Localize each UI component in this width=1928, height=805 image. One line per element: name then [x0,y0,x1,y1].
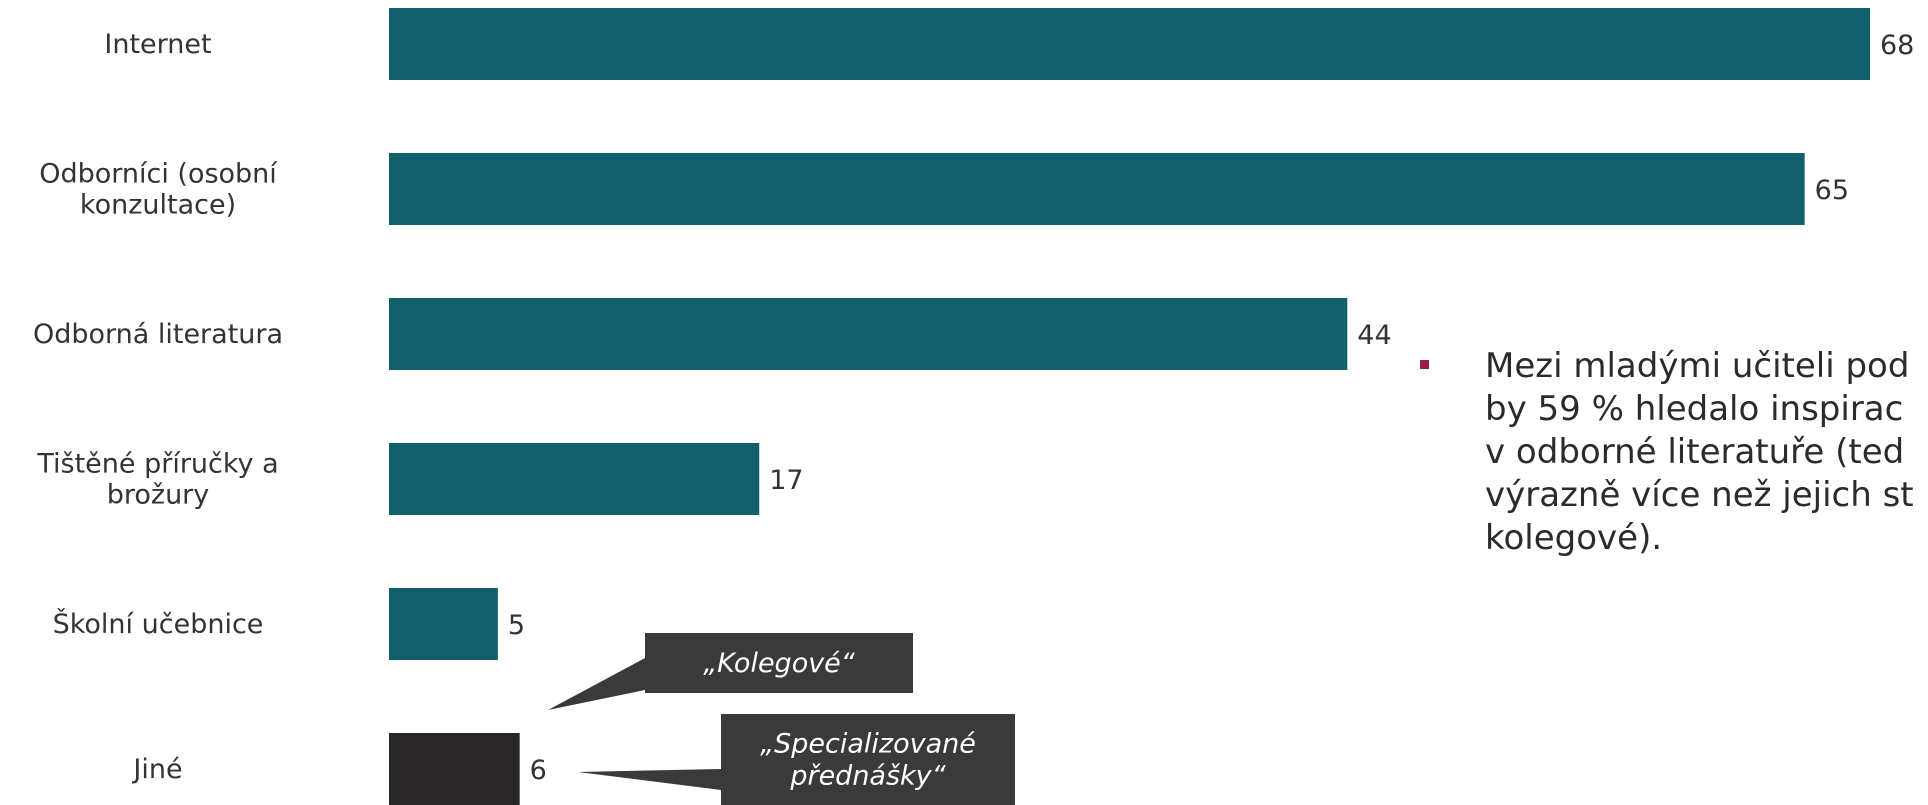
bar [389,153,1805,225]
category-label: Tištěné příručky a brožury [36,449,278,511]
category-label: Odborníci (osobní konzultace) [39,159,278,221]
bullet-icon [1420,360,1429,369]
data-label: 65 [1815,175,1849,206]
bar [389,588,498,660]
data-label: 17 [769,465,803,496]
data-label: 5 [508,610,525,641]
side-note: Mezi mladými učiteli pod by 59 % hledalo… [1420,345,1928,560]
data-label: 68 [1880,30,1914,61]
data-label: 44 [1357,320,1391,351]
category-label: Jiné [131,754,182,785]
callout-box [721,714,1015,805]
callout-pointer [578,769,721,790]
category-label: Internet [104,29,211,60]
side-note-text: Mezi mladými učiteli pod by 59 % hledalo… [1485,346,1914,558]
callouts-group: „Kolegové“ „Specializované přednášky“ [548,633,1015,805]
bar [389,443,760,515]
callout-pointer [548,658,645,710]
callout-text: „Kolegové“ [703,648,856,679]
category-label: Školní učebnice [53,608,264,640]
callout-text: „Specializované přednášky“ [760,729,976,792]
category-label: Odborná literatura [33,319,283,350]
bar [389,298,1348,370]
callout-box [645,633,913,693]
bar [389,733,520,805]
data-label: 6 [530,755,547,786]
bar [389,8,1870,80]
callout: „Kolegové“ [548,633,913,710]
callout: „Specializované přednášky“ [578,714,1015,805]
